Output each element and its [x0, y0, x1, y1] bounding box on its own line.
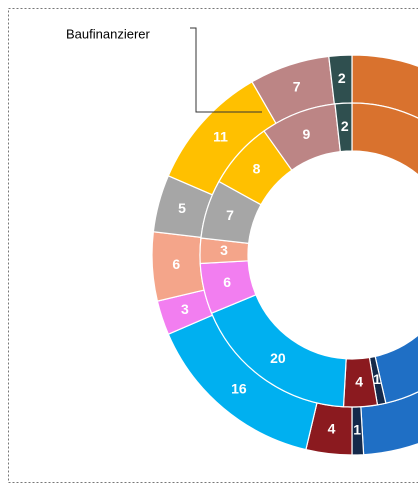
segment-label: 7: [226, 207, 234, 223]
segment-label: 8: [253, 160, 261, 176]
segment-label: 6: [223, 274, 231, 290]
segment-label: 4: [355, 374, 363, 390]
segment-label: 4: [328, 421, 336, 437]
segment-label: 16: [231, 381, 247, 397]
segment-label: 11: [213, 129, 228, 145]
segment-label: 3: [181, 301, 189, 317]
segment-label: 20: [270, 350, 286, 366]
segment-label: 2: [338, 70, 346, 86]
segment-label: 1: [373, 371, 381, 387]
segment-label: 6: [172, 256, 180, 272]
donut-segment: [334, 102, 353, 153]
segment-label: 5: [178, 200, 186, 216]
segment-label: 3: [220, 242, 228, 258]
segment-label: 7: [293, 79, 301, 95]
donut-segment: [351, 54, 418, 119]
donut-segment: [351, 102, 418, 176]
annotation: Baufinanzierer: [66, 26, 150, 41]
segment-label: 9: [302, 126, 310, 142]
chart-border: [8, 8, 418, 483]
segment-label: 2: [341, 118, 349, 134]
segment-label: 1: [353, 422, 361, 438]
annotation-leader: [190, 27, 262, 113]
